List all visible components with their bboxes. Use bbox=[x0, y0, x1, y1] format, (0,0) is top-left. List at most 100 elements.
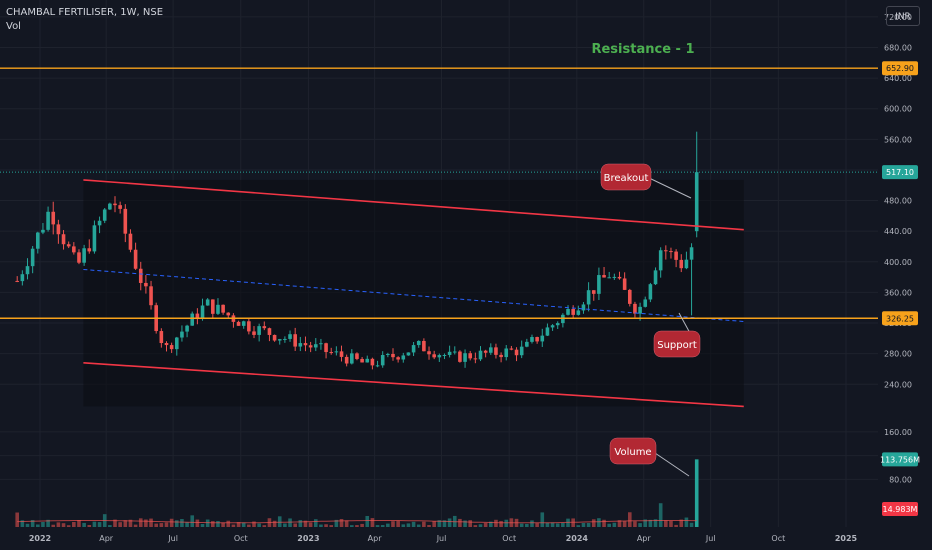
callout-label: Volume bbox=[614, 447, 651, 458]
candle-body bbox=[622, 278, 627, 290]
volume-bar bbox=[174, 520, 179, 527]
candle-body bbox=[633, 303, 637, 314]
volume-bar bbox=[334, 519, 339, 527]
volume-bar bbox=[386, 523, 390, 527]
volume-bar bbox=[468, 520, 473, 527]
volume-bar bbox=[257, 523, 261, 527]
candle-body bbox=[267, 328, 272, 335]
volume-bar bbox=[15, 512, 20, 527]
callout-label: Support bbox=[657, 340, 697, 351]
volume-bar bbox=[319, 524, 323, 527]
callout-box bbox=[600, 163, 652, 191]
volume-bar bbox=[77, 520, 81, 527]
candle-body bbox=[658, 250, 663, 271]
volume-bar bbox=[66, 525, 71, 527]
candle-body bbox=[308, 345, 313, 348]
candle-body bbox=[123, 208, 128, 234]
candle-body bbox=[51, 211, 56, 225]
candle-body bbox=[257, 326, 261, 335]
candle-body bbox=[118, 205, 122, 209]
volume-bar bbox=[648, 519, 653, 527]
candle-body bbox=[329, 352, 334, 354]
candle-body bbox=[694, 172, 699, 232]
candle-body bbox=[653, 270, 658, 285]
candle-body bbox=[643, 299, 648, 307]
candle-body bbox=[241, 321, 246, 326]
candle-body bbox=[416, 340, 421, 346]
volume-bar bbox=[674, 524, 678, 527]
volume-bar bbox=[41, 521, 45, 527]
candle-body bbox=[185, 325, 189, 332]
volume-bar bbox=[185, 522, 189, 527]
candle-body bbox=[674, 251, 678, 260]
callout-box bbox=[653, 330, 701, 358]
volume-bar bbox=[262, 525, 267, 527]
volume-bar bbox=[195, 519, 200, 527]
volume-bar bbox=[190, 515, 195, 527]
volume-bar bbox=[159, 523, 164, 527]
candle-body bbox=[288, 334, 292, 339]
candle-body bbox=[298, 343, 303, 347]
volume-bar bbox=[211, 521, 215, 527]
volume-bar bbox=[247, 524, 251, 527]
candle-body bbox=[581, 304, 586, 311]
time-tick-label: Jul bbox=[167, 534, 178, 543]
volume-bar bbox=[525, 523, 529, 527]
volume-bar bbox=[92, 521, 97, 527]
candle-body bbox=[442, 354, 447, 356]
callout-support: Support bbox=[653, 312, 701, 358]
candle-body bbox=[313, 344, 318, 348]
volume-bar bbox=[61, 523, 66, 527]
volume-bar bbox=[313, 519, 318, 527]
candle-body bbox=[360, 358, 364, 363]
candle-body bbox=[638, 306, 642, 314]
volume-indicator-label[interactable]: Vol bbox=[6, 21, 21, 32]
volume-bar bbox=[463, 520, 467, 527]
price-tick-label: 720.00 bbox=[884, 13, 912, 22]
price-tag-last_price bbox=[882, 165, 918, 180]
time-tick-label: Jul bbox=[436, 534, 447, 543]
price-tag-support bbox=[882, 311, 918, 326]
currency-button[interactable]: INR bbox=[886, 6, 920, 26]
candle-body bbox=[375, 365, 380, 367]
volume-bar bbox=[46, 519, 50, 527]
volume-bar bbox=[169, 518, 174, 527]
volume-bar bbox=[108, 525, 112, 527]
candle-body bbox=[468, 353, 473, 359]
volume-bar bbox=[241, 522, 246, 527]
symbol-title[interactable]: CHAMBAL FERTILISER, 1W, NSE bbox=[6, 7, 164, 18]
candle-body bbox=[612, 276, 617, 278]
volume-bar bbox=[329, 525, 334, 527]
candle-body bbox=[169, 345, 174, 350]
volume-bar bbox=[365, 515, 370, 527]
candle-body bbox=[401, 355, 406, 360]
candle-body bbox=[272, 334, 277, 341]
volume-bar bbox=[422, 521, 426, 527]
price-tag-last_volume bbox=[882, 452, 918, 467]
candle-body bbox=[530, 337, 534, 342]
candle-body bbox=[586, 290, 591, 305]
volume-bar bbox=[164, 522, 169, 527]
volume-bar bbox=[504, 519, 509, 527]
candle-body bbox=[334, 351, 339, 353]
candle-body bbox=[664, 250, 668, 252]
volume-bar bbox=[530, 520, 534, 527]
candle-body bbox=[627, 289, 632, 304]
time-tick-label: 2024 bbox=[566, 534, 589, 543]
candle-body bbox=[452, 351, 457, 353]
candle-body bbox=[200, 305, 205, 320]
volume-ma-line bbox=[17, 520, 697, 524]
channel-upper-line bbox=[83, 179, 744, 231]
volume-bar bbox=[483, 522, 488, 527]
candle-body bbox=[102, 209, 107, 221]
volume-bar bbox=[324, 524, 328, 527]
price-tick-label: 640.00 bbox=[884, 74, 912, 83]
callout-pointer bbox=[646, 176, 692, 199]
candle-body bbox=[478, 350, 483, 360]
candle-body bbox=[514, 349, 519, 356]
volume-bar bbox=[658, 503, 663, 527]
candle-body bbox=[380, 354, 385, 366]
volume-bar bbox=[298, 520, 303, 527]
candle-body bbox=[35, 232, 40, 249]
